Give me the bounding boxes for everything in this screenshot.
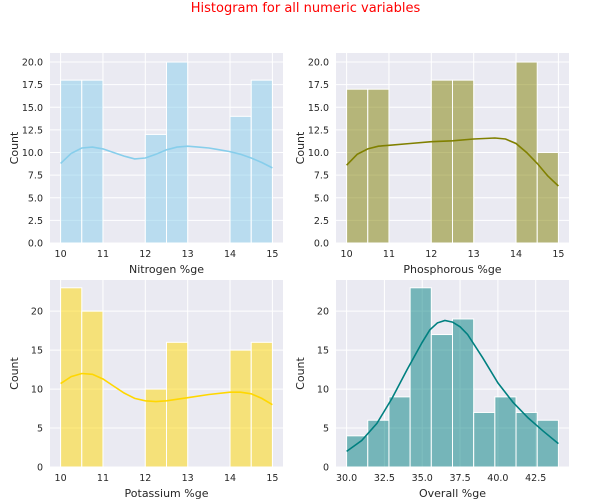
kde-curve <box>346 137 559 187</box>
y-tick-label: 7.5 <box>314 171 329 182</box>
x-tick-label: 15 <box>552 249 564 260</box>
x-tick-label: 14 <box>510 249 522 260</box>
x-tick-label: 10 <box>55 249 67 260</box>
y-axis-label: Count <box>294 131 307 164</box>
y-axis-label: Count <box>8 131 21 164</box>
histogram-bar <box>452 318 475 468</box>
y-tick-label: 5 <box>323 424 329 435</box>
x-tick-label: 14 <box>224 249 236 260</box>
histogram-bar <box>536 152 559 244</box>
histogram-bar <box>60 79 83 244</box>
y-tick-label: 0.0 <box>314 239 329 250</box>
x-axis-label: Potassium %ge <box>125 487 209 500</box>
histogram-bar <box>536 419 559 468</box>
y-axis-label: Count <box>294 356 307 389</box>
y-tick-label: 10.0 <box>22 148 43 159</box>
x-tick-label: 11 <box>383 249 395 260</box>
subplot-4: 30.0 32.5 35.0 37.5 40.0 42.5 0 5 10 15 20 Overall … <box>294 280 569 500</box>
histogram-bar <box>229 349 252 468</box>
histogram-bar <box>515 411 538 468</box>
kde-curve <box>346 319 559 453</box>
y-tick-label: 15 <box>31 346 43 357</box>
y-tick-label: 2.5 <box>28 216 43 227</box>
histogram-bar <box>494 396 517 468</box>
histogram-bar <box>367 88 390 244</box>
y-tick-label: 15 <box>317 346 329 357</box>
x-tick-label: 11 <box>97 249 109 260</box>
histogram-bar <box>166 341 189 468</box>
y-tick-label: 10 <box>31 385 43 396</box>
y-tick-label: 10.0 <box>308 148 329 159</box>
x-tick-label: 10 <box>341 249 353 260</box>
x-tick-label: 32.5 <box>374 473 395 484</box>
y-tick-label: 17.5 <box>22 80 43 91</box>
x-tick-label: 13 <box>182 249 194 260</box>
histogram-bar <box>229 115 252 244</box>
x-tick-label: 11 <box>97 473 109 484</box>
x-axis-label: Phosphorous %ge <box>403 263 501 276</box>
histogram-bar <box>346 88 369 244</box>
y-tick-label: 0.0 <box>28 239 43 250</box>
y-tick-label: 0 <box>37 463 43 474</box>
histogram-bar <box>388 396 411 468</box>
histogram-bar <box>430 334 453 468</box>
y-tick-label: 2.5 <box>314 216 329 227</box>
y-tick-label: 5.0 <box>28 193 43 204</box>
histogram-bar <box>81 310 104 468</box>
histogram-bar <box>367 419 390 468</box>
y-tick-label: 12.5 <box>22 125 43 136</box>
y-tick-label: 12.5 <box>308 125 329 136</box>
figure-title: Histogram for all numeric variables <box>190 1 421 16</box>
x-tick-label: 12 <box>139 473 151 484</box>
x-tick-label: 12 <box>425 249 437 260</box>
x-tick-label: 14 <box>224 473 236 484</box>
y-tick-label: 20.0 <box>308 58 329 69</box>
histogram-bar <box>166 61 189 244</box>
kde-curve <box>60 145 273 169</box>
x-tick-label: 12 <box>139 249 151 260</box>
y-tick-label: 20 <box>31 307 43 318</box>
x-tick-label: 30.0 <box>336 473 357 484</box>
x-tick-label: 13 <box>182 473 194 484</box>
y-tick-label: 15.0 <box>22 103 43 114</box>
y-axis-label: Count <box>8 356 21 389</box>
histogram-bar <box>452 79 475 244</box>
x-tick-label: 10 <box>55 473 67 484</box>
y-tick-label: 10 <box>317 385 329 396</box>
histogram-bar <box>250 79 273 244</box>
x-axis-label: Overall %ge <box>419 487 486 500</box>
histogram-bar <box>473 411 496 468</box>
y-tick-label: 20.0 <box>22 58 43 69</box>
y-tick-label: 7.5 <box>28 171 43 182</box>
histogram-bar <box>430 79 453 244</box>
x-tick-label: 37.5 <box>449 473 470 484</box>
subplot-2: 10 11 12 13 14 15 0.0 2.5 5.0 7.5 10.0 12.5 15.0 17.5… <box>294 53 569 276</box>
x-tick-label: 35.0 <box>412 473 433 484</box>
histogram-bar <box>250 341 273 468</box>
y-tick-label: 15.0 <box>308 103 329 114</box>
subplot-3: 10 11 12 13 14 15 0 5 10 15 20 Potassium %ge Count <box>8 280 283 500</box>
x-tick-label: 15 <box>266 473 278 484</box>
histogram-bar <box>81 79 104 244</box>
kde-curve <box>60 372 273 406</box>
y-tick-label: 20 <box>317 307 329 318</box>
x-tick-label: 13 <box>468 249 480 260</box>
x-axis-label: Nitrogen %ge <box>129 263 204 276</box>
subplot-1: 10 11 12 13 14 15 0.0 2.5 5.0 7.5 10.0 12.5 15.0 17.5… <box>8 53 283 276</box>
x-tick-label: 42.5 <box>525 473 546 484</box>
x-tick-label: 15 <box>266 249 278 260</box>
histogram-bar <box>346 435 369 468</box>
y-tick-label: 17.5 <box>308 80 329 91</box>
x-tick-label: 40.0 <box>487 473 508 484</box>
y-tick-label: 5 <box>37 424 43 435</box>
y-tick-label: 0 <box>323 463 329 474</box>
y-tick-label: 5.0 <box>314 193 329 204</box>
histogram-bar <box>409 287 432 468</box>
